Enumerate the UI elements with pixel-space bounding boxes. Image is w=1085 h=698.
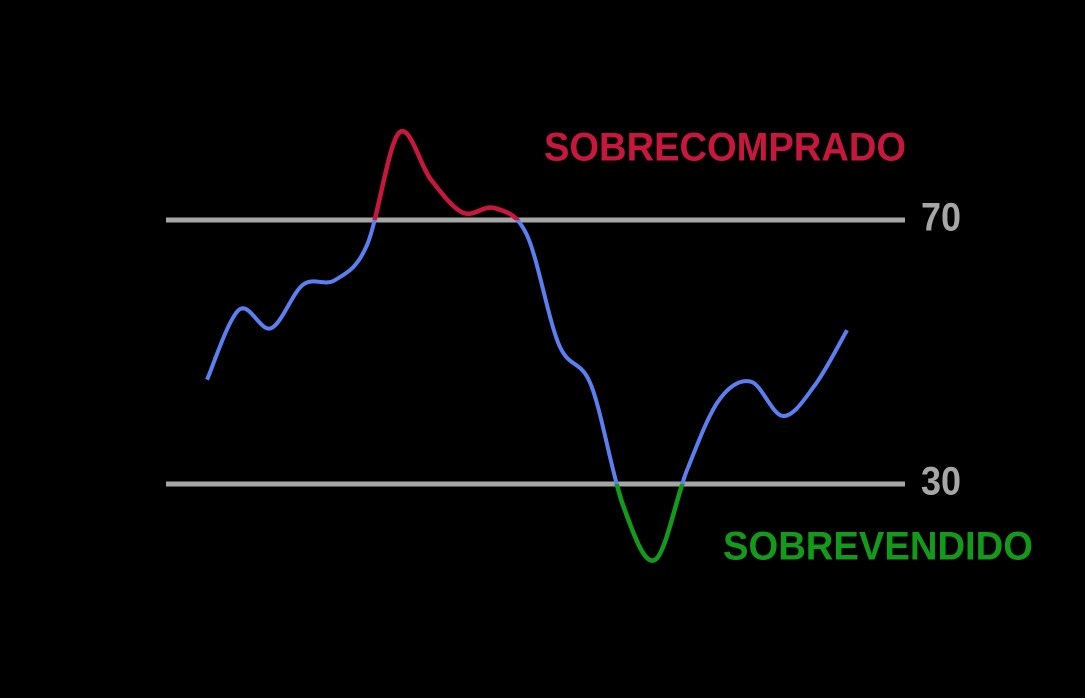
line <box>205 129 849 563</box>
y-tick-label: 70 <box>921 196 961 240</box>
annotation: SOBRECOMPRADO <box>544 126 906 170</box>
annotation: SOBREVENDIDO <box>723 525 1033 569</box>
y-tick-label: 30 <box>921 460 961 504</box>
